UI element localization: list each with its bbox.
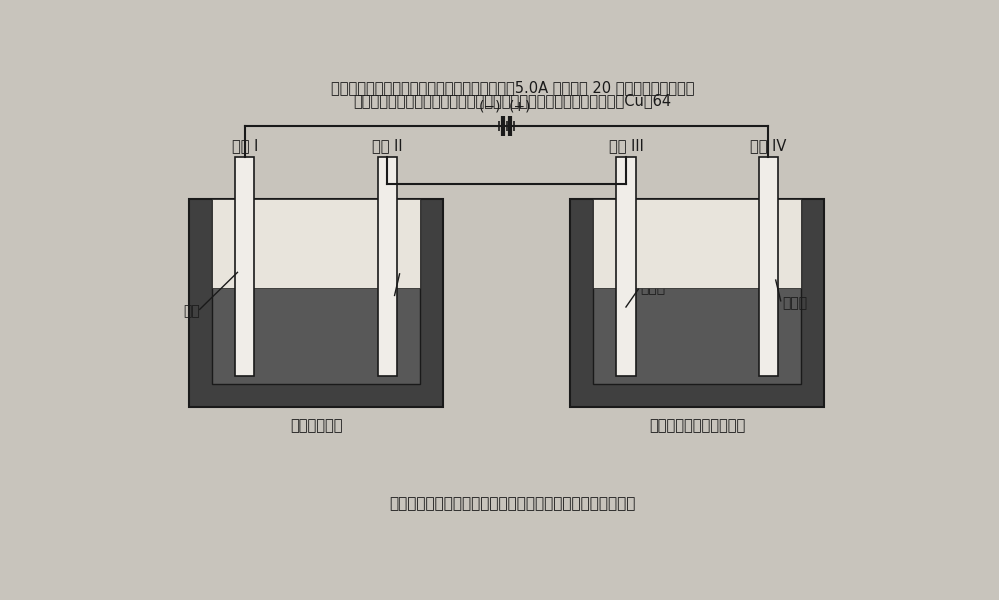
Text: 電極 I: 電極 I — [232, 138, 258, 153]
Text: 以下の設問に答えよ。ただし，計算問題は有効数字２桁で解答せよ。Cu＝64: 以下の設問に答えよ。ただし，計算問題は有効数字２桁で解答せよ。Cu＝64 — [354, 94, 671, 109]
Text: 水酸化ナトリウム水溶液: 水酸化ナトリウム水溶液 — [649, 419, 745, 433]
Text: 白金板: 白金板 — [782, 296, 807, 310]
Text: 電極 IV: 電極 IV — [750, 138, 786, 153]
Bar — [616, 157, 635, 376]
Text: 銅板: 銅板 — [183, 304, 200, 318]
Text: 電極 III: 電極 III — [608, 138, 643, 153]
Text: 白金板: 白金板 — [639, 281, 665, 295]
Bar — [593, 199, 801, 288]
Text: (−): (−) — [479, 100, 500, 113]
Bar — [593, 199, 801, 384]
Bar — [212, 199, 420, 384]
Bar — [189, 199, 444, 407]
Bar — [378, 157, 397, 376]
Bar — [759, 157, 778, 376]
Text: 下図のように二つの電解槽を直列につないで，5.0A の電流で 20 分間電気分解した。: 下図のように二つの電解槽を直列につないで，5.0A の電流で 20 分間電気分解… — [331, 80, 694, 95]
Bar — [570, 199, 824, 407]
Text: (+): (+) — [509, 100, 531, 113]
Bar — [212, 199, 420, 288]
Text: 銅板: 銅板 — [402, 265, 418, 280]
Text: 硫酸銅水溶液: 硫酸銅水溶液 — [290, 419, 343, 433]
Text: 図　硫酸銅水溶液および水酸化ナトリウム水溶液の電気分解: 図 硫酸銅水溶液および水酸化ナトリウム水溶液の電気分解 — [390, 496, 635, 511]
Text: 電極 II: 電極 II — [372, 138, 403, 153]
Bar — [235, 157, 255, 376]
